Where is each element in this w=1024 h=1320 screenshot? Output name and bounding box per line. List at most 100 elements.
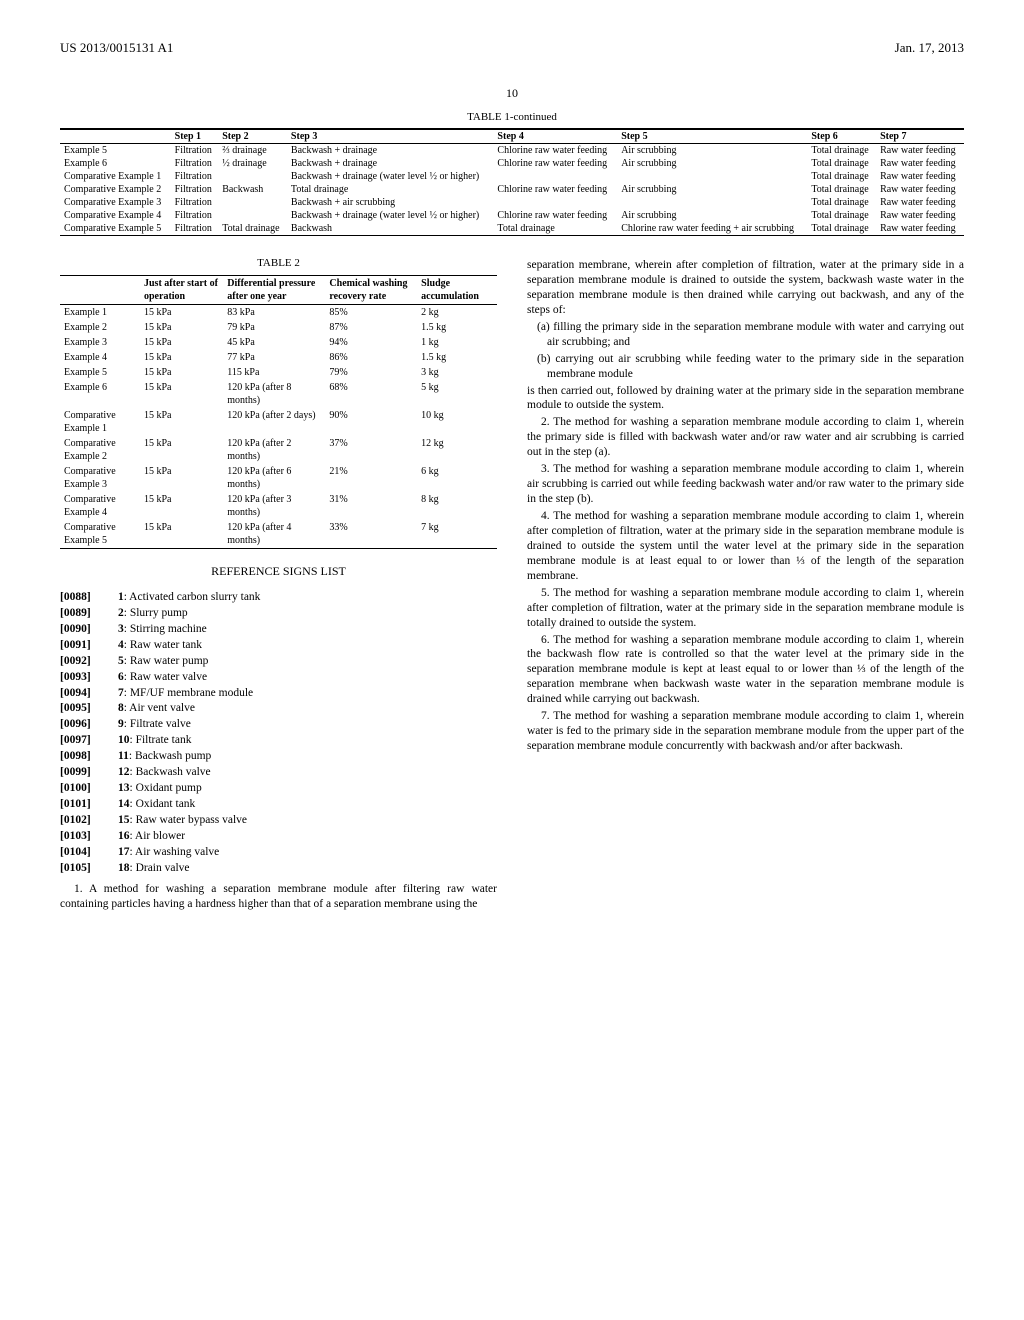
- paragraph-number: [0088]: [60, 590, 108, 605]
- table-header: Just after start of operation: [140, 276, 223, 305]
- paragraph-number: [0091]: [60, 638, 108, 653]
- paragraph-number: [0093]: [60, 670, 108, 685]
- reference-sign-text: 8: Air vent valve: [108, 701, 195, 716]
- claim-5: 5. The method for washing a separation m…: [527, 586, 964, 631]
- reference-sign-item: [0096]9: Filtrate valve: [60, 717, 497, 732]
- reference-sign-text: 11: Backwash pump: [108, 749, 211, 764]
- reference-sign-text: 12: Backwash valve: [108, 765, 211, 780]
- paragraph-number: [0099]: [60, 765, 108, 780]
- table-row: Comparative Example 215 kPa120 kPa (afte…: [60, 436, 497, 464]
- claim-1-step-b: (b) carrying out air scrubbing while fee…: [527, 352, 964, 382]
- reference-sign-text: 14: Oxidant tank: [108, 797, 195, 812]
- reference-sign-item: [0100]13: Oxidant pump: [60, 781, 497, 796]
- table-row: Comparative Example 115 kPa120 kPa (afte…: [60, 408, 497, 436]
- reference-sign-text: 2: Slurry pump: [108, 606, 188, 621]
- reference-sign-text: 1: Activated carbon slurry tank: [108, 590, 260, 605]
- table-row: Comparative Example 1FiltrationBackwash …: [60, 170, 964, 183]
- reference-sign-item: [0089]2: Slurry pump: [60, 606, 497, 621]
- paragraph-number: [0105]: [60, 861, 108, 876]
- table-header: Step 1: [171, 129, 219, 144]
- reference-sign-text: 15: Raw water bypass valve: [108, 813, 247, 828]
- page-header: US 2013/0015131 A1 Jan. 17, 2013: [60, 40, 964, 56]
- claim-1-cont2: is then carried out, followed by drainin…: [527, 384, 964, 414]
- table-row: Comparative Example 415 kPa120 kPa (afte…: [60, 492, 497, 520]
- patent-number: US 2013/0015131 A1: [60, 40, 173, 56]
- table-header: Differential pressure after one year: [223, 276, 325, 305]
- table-row: Comparative Example 515 kPa120 kPa (afte…: [60, 520, 497, 549]
- reference-sign-item: [0104]17: Air washing valve: [60, 845, 497, 860]
- paragraph-number: [0103]: [60, 829, 108, 844]
- claim-1-cont1: separation membrane, wherein after compl…: [527, 258, 964, 318]
- table2-caption: TABLE 2: [60, 256, 497, 270]
- claim-2: 2. The method for washing a separation m…: [527, 415, 964, 460]
- claim-6: 6. The method for washing a separation m…: [527, 633, 964, 708]
- table-row: Example 615 kPa120 kPa (after 8 months)6…: [60, 380, 497, 408]
- reference-sign-text: 6: Raw water valve: [108, 670, 207, 685]
- claim-7: 7. The method for washing a separation m…: [527, 709, 964, 754]
- table-header: [60, 129, 171, 144]
- patent-date: Jan. 17, 2013: [895, 40, 964, 56]
- table-header: Step 6: [807, 129, 876, 144]
- right-column: separation membrane, wherein after compl…: [527, 256, 964, 923]
- paragraph-number: [0104]: [60, 845, 108, 860]
- table-2: Just after start of operationDifferentia…: [60, 275, 497, 549]
- table-row: Example 6Filtration½ drainageBackwash + …: [60, 157, 964, 170]
- left-column: TABLE 2 Just after start of operationDif…: [60, 256, 497, 923]
- claim-4: 4. The method for washing a separation m…: [527, 509, 964, 584]
- reference-signs-heading: REFERENCE SIGNS LIST: [60, 564, 497, 580]
- table-header: Step 7: [876, 129, 964, 144]
- reference-signs-list: [0088]1: Activated carbon slurry tank[00…: [60, 590, 497, 876]
- reference-sign-text: 10: Filtrate tank: [108, 733, 191, 748]
- reference-sign-item: [0099]12: Backwash valve: [60, 765, 497, 780]
- table-row: Example 315 kPa45 kPa94%1 kg: [60, 335, 497, 350]
- paragraph-number: [0097]: [60, 733, 108, 748]
- table-header: Step 2: [218, 129, 287, 144]
- reference-sign-text: 17: Air washing valve: [108, 845, 219, 860]
- table-header: Step 4: [493, 129, 617, 144]
- table-row: Comparative Example 2FiltrationBackwashT…: [60, 183, 964, 196]
- reference-sign-item: [0105]18: Drain valve: [60, 861, 497, 876]
- table-row: Example 5Filtration⅔ drainageBackwash + …: [60, 144, 964, 158]
- reference-sign-item: [0090]3: Stirring machine: [60, 622, 497, 637]
- paragraph-number: [0094]: [60, 686, 108, 701]
- table-row: Comparative Example 315 kPa120 kPa (afte…: [60, 464, 497, 492]
- reference-sign-item: [0093]6: Raw water valve: [60, 670, 497, 685]
- reference-sign-text: 7: MF/UF membrane module: [108, 686, 253, 701]
- table-row: Comparative Example 4FiltrationBackwash …: [60, 209, 964, 222]
- reference-sign-item: [0094]7: MF/UF membrane module: [60, 686, 497, 701]
- table-row: Comparative Example 3FiltrationBackwash …: [60, 196, 964, 209]
- paragraph-number: [0092]: [60, 654, 108, 669]
- table-row: Example 115 kPa83 kPa85%2 kg: [60, 305, 497, 321]
- reference-sign-item: [0088]1: Activated carbon slurry tank: [60, 590, 497, 605]
- paragraph-number: [0095]: [60, 701, 108, 716]
- paragraph-number: [0096]: [60, 717, 108, 732]
- paragraph-number: [0102]: [60, 813, 108, 828]
- reference-sign-text: 18: Drain valve: [108, 861, 190, 876]
- page-number: 10: [60, 86, 964, 101]
- reference-sign-item: [0095]8: Air vent valve: [60, 701, 497, 716]
- table-header: Step 5: [617, 129, 807, 144]
- reference-sign-text: 4: Raw water tank: [108, 638, 202, 653]
- table-row: Example 415 kPa77 kPa86%1.5 kg: [60, 350, 497, 365]
- table-1: Step 1Step 2Step 3Step 4Step 5Step 6Step…: [60, 128, 964, 236]
- reference-sign-item: [0102]15: Raw water bypass valve: [60, 813, 497, 828]
- table-row: Example 215 kPa79 kPa87%1.5 kg: [60, 320, 497, 335]
- paragraph-number: [0098]: [60, 749, 108, 764]
- claim-1-lead: 1. A method for washing a separation mem…: [60, 882, 497, 912]
- reference-sign-text: 5: Raw water pump: [108, 654, 208, 669]
- reference-sign-text: 3: Stirring machine: [108, 622, 207, 637]
- claim-1-step-a: (a) filling the primary side in the sepa…: [527, 320, 964, 350]
- table-header: Sludge accumulation: [417, 276, 497, 305]
- table1-caption: TABLE 1-continued: [60, 111, 964, 123]
- paragraph-number: [0101]: [60, 797, 108, 812]
- table-header: [60, 276, 140, 305]
- reference-sign-text: 9: Filtrate valve: [108, 717, 191, 732]
- reference-sign-item: [0097]10: Filtrate tank: [60, 733, 497, 748]
- claim-3: 3. The method for washing a separation m…: [527, 462, 964, 507]
- reference-sign-item: [0101]14: Oxidant tank: [60, 797, 497, 812]
- paragraph-number: [0090]: [60, 622, 108, 637]
- table-header: Chemical washing recovery rate: [325, 276, 417, 305]
- reference-sign-item: [0098]11: Backwash pump: [60, 749, 497, 764]
- table-row: Comparative Example 5FiltrationTotal dra…: [60, 222, 964, 236]
- table-row: Example 515 kPa115 kPa79%3 kg: [60, 365, 497, 380]
